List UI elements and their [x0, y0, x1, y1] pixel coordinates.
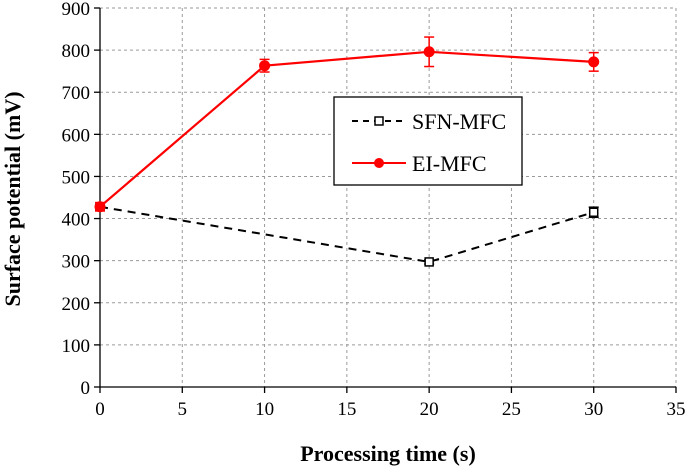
- legend-label: EI-MFC: [412, 151, 487, 176]
- legend: SFN-MFC EI-MFC: [333, 96, 523, 186]
- data-point: [588, 56, 600, 68]
- legend-marker: [374, 158, 384, 168]
- data-point: [259, 60, 271, 72]
- legend-box: [333, 96, 523, 186]
- y-tick-label: 0: [81, 378, 91, 399]
- x-tick-label: 10: [255, 399, 274, 420]
- y-axis-title: Surface potential (mV): [0, 91, 25, 306]
- y-tick-label: 500: [62, 167, 91, 188]
- data-point: [424, 257, 434, 267]
- series-line: [99, 205, 595, 263]
- series-ei-mfc: [94, 36, 600, 213]
- x-axis-title: Processing time (s): [300, 441, 476, 466]
- x-tick-label: 30: [584, 399, 603, 420]
- y-tick-label: 700: [62, 83, 91, 104]
- x-tick-label: 25: [502, 399, 521, 420]
- x-tick-label: 0: [95, 399, 105, 420]
- y-tick-label: 600: [62, 125, 91, 146]
- y-tick-label: 400: [62, 210, 91, 231]
- y-tick-label: 800: [62, 41, 91, 62]
- y-tick-label: 200: [62, 294, 91, 315]
- x-tick-label: 35: [667, 399, 685, 420]
- series-line: [99, 50, 594, 208]
- data-point: [588, 207, 599, 217]
- axes: [94, 7, 677, 393]
- x-tick-label: 5: [178, 399, 188, 420]
- x-tick-label: 15: [337, 399, 356, 420]
- legend-label: SFN-MFC: [412, 109, 506, 134]
- x-tick-label: 20: [420, 399, 439, 420]
- tick-labels: 0 5 10 15 20 25 30 35 0 100 200 300 400 500 600 700 800 9…: [62, 0, 685, 420]
- y-tick-label: 900: [62, 0, 91, 20]
- y-tick-label: 300: [62, 252, 91, 273]
- y-tick-label: 100: [62, 336, 91, 357]
- data-point: [94, 201, 106, 213]
- legend-marker: [374, 116, 384, 126]
- data-point: [423, 46, 435, 58]
- series-layer: [94, 36, 600, 267]
